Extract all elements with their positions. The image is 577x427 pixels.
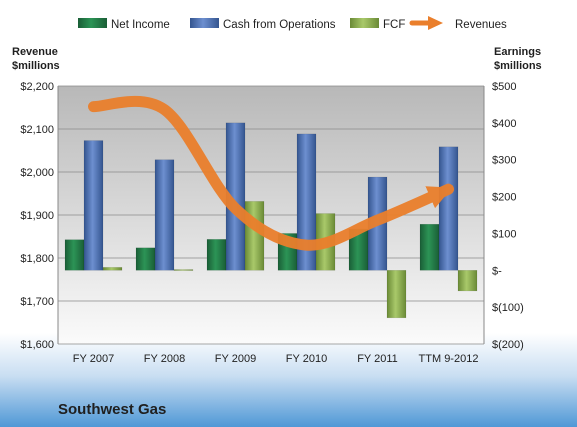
- fcf-bar: [386, 270, 407, 319]
- right-axis-tick-label: $400: [492, 118, 516, 130]
- legend-revenues-label: Revenues: [455, 19, 507, 31]
- left-axis-tick-label: $1,800: [20, 253, 54, 265]
- left-axis-tick-label: $1,700: [20, 296, 54, 308]
- legend-fcf-label: FCF: [383, 19, 405, 31]
- revenues-line: [88, 95, 454, 251]
- legend-net-income-swatch: [78, 18, 107, 28]
- legend-fcf-swatch: [350, 18, 379, 28]
- right-axis-tick-label: $(200): [492, 339, 524, 351]
- cash-from-operations-bar: [83, 140, 104, 271]
- net-income-bar: [64, 239, 85, 271]
- right-axis-title-line1: Earnings: [494, 46, 541, 58]
- left-axis-tick-label: $1,600: [20, 339, 54, 351]
- fcf-bar: [244, 201, 265, 271]
- right-axis-tick-label: $300: [492, 155, 516, 167]
- left-axis-tick-label: $2,000: [20, 167, 54, 179]
- legend: Net Income Cash from Operations FCF Reve…: [78, 16, 507, 31]
- cash-from-operations-bar: [154, 159, 175, 271]
- fcf-bar: [173, 269, 194, 271]
- category-label: FY 2011: [357, 353, 398, 365]
- right-axis-tick-label: $-: [492, 265, 502, 277]
- net-income-bar: [135, 247, 156, 271]
- legend-net-income-label: Net Income: [111, 19, 170, 31]
- fcf-bar: [457, 270, 478, 292]
- net-income-bar: [206, 239, 227, 271]
- right-axis-tick-label: $100: [492, 228, 516, 240]
- left-axis-tick-label: $1,900: [20, 210, 54, 222]
- left-axis-tick-label: $2,200: [20, 81, 54, 93]
- revenue-line: [88, 95, 454, 251]
- left-axis-title-line2: $millions: [12, 60, 60, 72]
- bar-series: [64, 122, 478, 319]
- left-axis-title-line1: Revenue: [12, 46, 58, 58]
- cash-from-operations-bar: [296, 133, 317, 271]
- axis-labels: $1,600 $1,700 $1,800 $1,900 $2,000 $2,100 $2,2…: [20, 81, 523, 365]
- category-label: FY 2009: [215, 353, 256, 365]
- grid-lines: [57, 85, 485, 345]
- legend-cfo-label: Cash from Operations: [223, 19, 336, 31]
- category-label: FY 2010: [286, 353, 327, 365]
- fcf-bar: [102, 267, 123, 271]
- category-label: FY 2008: [144, 353, 185, 365]
- legend-revenues-arrowhead-icon: [428, 16, 443, 30]
- left-axis-tick-label: $2,100: [20, 124, 54, 136]
- company-name: Southwest Gas: [58, 401, 166, 418]
- right-axis-tick-label: $(100): [492, 302, 524, 314]
- right-axis-tick-label: $200: [492, 192, 516, 204]
- cash-from-operations-bar: [438, 146, 459, 271]
- legend-cfo-swatch: [190, 18, 219, 28]
- category-label: TTM 9-2012: [419, 353, 479, 365]
- right-axis-title-line2: $millions: [494, 60, 542, 72]
- right-axis-tick-label: $500: [492, 81, 516, 93]
- category-label: FY 2007: [73, 353, 114, 365]
- net-income-bar: [419, 223, 440, 271]
